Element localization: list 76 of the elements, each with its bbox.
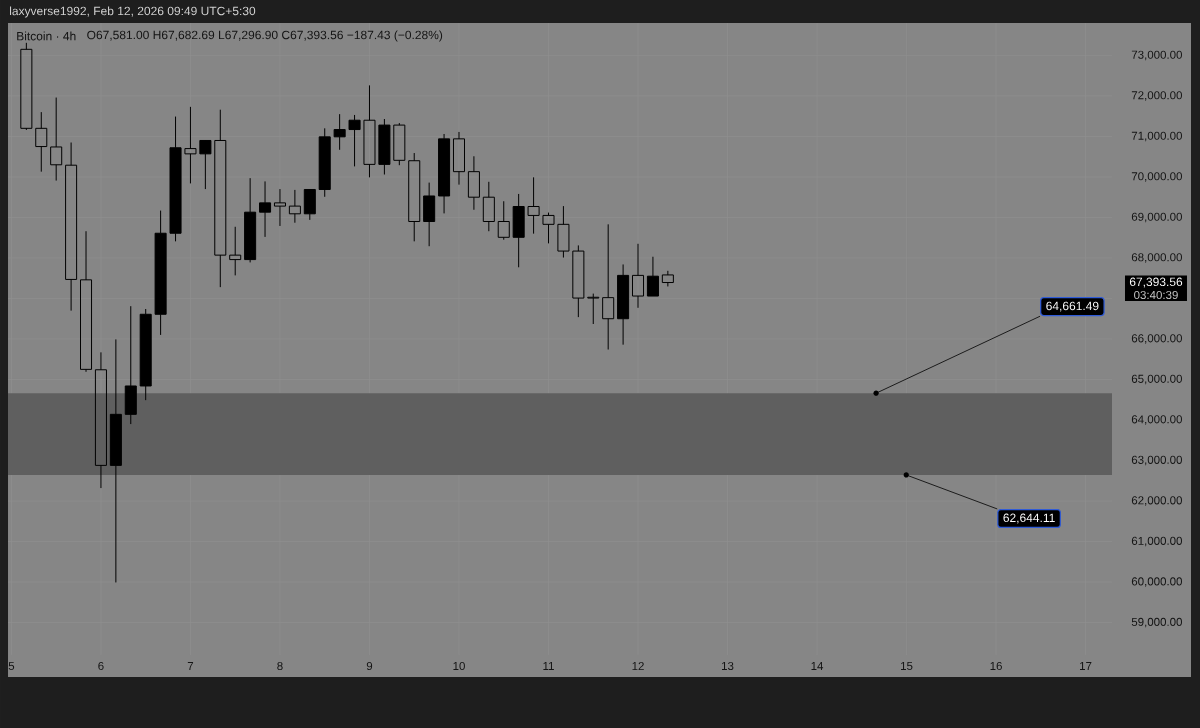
- x-tick-label: 5: [8, 661, 15, 670]
- candlestick: [65, 142, 78, 312]
- y-tick-label: 61,000.00: [1131, 536, 1182, 547]
- candlestick: [229, 226, 242, 276]
- candlestick: [438, 133, 451, 214]
- y-tick-label: 71,000.00: [1131, 131, 1182, 142]
- candlestick: [661, 270, 674, 287]
- candlestick: [333, 113, 346, 151]
- y-tick-label: 69,000.00: [1131, 212, 1182, 223]
- candlestick: [199, 139, 212, 190]
- candlestick: [512, 193, 525, 268]
- candlestick: [363, 84, 376, 178]
- candlestick: [273, 188, 286, 227]
- x-tick-label: 17: [1080, 662, 1092, 670]
- y-tick-label: 62,000.00: [1131, 496, 1182, 506]
- candlestick: [408, 152, 421, 242]
- text: 67,393.56: [1129, 277, 1183, 288]
- x-tick-label: 8: [277, 661, 283, 671]
- annotation: 62,644.11: [1003, 513, 1055, 524]
- candlestick: [617, 263, 630, 346]
- candlestick: [94, 351, 107, 489]
- candlestick: [423, 182, 436, 247]
- x-tick-label: 11: [543, 662, 554, 670]
- candlestick: [467, 155, 480, 211]
- annotation: 64,661.49: [1046, 301, 1099, 312]
- candlestick: [482, 181, 495, 232]
- y-tick-label: 59,000.00: [1131, 617, 1182, 628]
- candlestick: [348, 114, 361, 167]
- text: 03:40:39: [1134, 290, 1178, 300]
- x-tick-label: 16: [990, 661, 1002, 671]
- y-tick-label: 73,000.00: [1131, 50, 1182, 61]
- candlestick: [646, 256, 659, 297]
- x-tick-label: 13: [722, 661, 734, 671]
- y-tick-label: 60,000.00: [1131, 577, 1182, 587]
- candlestick: [50, 97, 63, 182]
- candlestick: [527, 176, 540, 235]
- x-tick-label: 7: [187, 662, 194, 670]
- candlestick: [169, 116, 182, 242]
- text: O67,581.00 H67,682.69 L67,296.90 C67,393.56 −187.43 (−0.28%): [87, 30, 443, 42]
- candlestick: [80, 230, 93, 373]
- candlestick: [303, 189, 316, 221]
- candlestick: [214, 109, 227, 288]
- x-tick-label: 12: [632, 661, 644, 670]
- candlestick: [288, 189, 301, 224]
- candlestick: [35, 111, 48, 173]
- text: laxyverse1992, Feb 12, 2026 09:49 UTC+5:30: [10, 6, 256, 18]
- candlestick: [139, 308, 152, 401]
- candlestick: [318, 127, 331, 198]
- x-tick-label: 10: [453, 661, 465, 671]
- candlestick: [587, 293, 600, 325]
- candlestick: [497, 200, 510, 241]
- candlestick: [542, 212, 555, 244]
- y-tick-label: 64,000.00: [1131, 415, 1182, 425]
- candlestick: [244, 177, 257, 263]
- candlestick: [631, 243, 645, 309]
- y-tick-label: 63,000.00: [1131, 455, 1182, 466]
- candlestick: [109, 338, 122, 583]
- y-tick-label: 65,000.00: [1131, 374, 1182, 385]
- y-tick-label: 68,000.00: [1131, 253, 1182, 263]
- candlestick: [184, 106, 197, 184]
- text: Bitcoin · 4h: [17, 31, 76, 41]
- x-tick-label: 6: [98, 661, 104, 671]
- y-tick-label: 70,000.00: [1131, 172, 1182, 182]
- x-tick-label: 14: [811, 662, 824, 670]
- candlestick: [378, 118, 391, 176]
- candlestick: [259, 180, 272, 238]
- candlestick: [602, 223, 615, 351]
- candlestick: [452, 131, 466, 186]
- x-tick-label: 9: [366, 661, 373, 671]
- candlestick: [572, 244, 585, 318]
- x-tick-label: 15: [901, 661, 913, 670]
- y-tick-label: 72,000.00: [1131, 91, 1182, 101]
- y-tick-label: 66,000.00: [1131, 334, 1182, 344]
- candlestick: [124, 305, 137, 425]
- candlestick: [154, 210, 167, 336]
- candlestick: [557, 205, 570, 259]
